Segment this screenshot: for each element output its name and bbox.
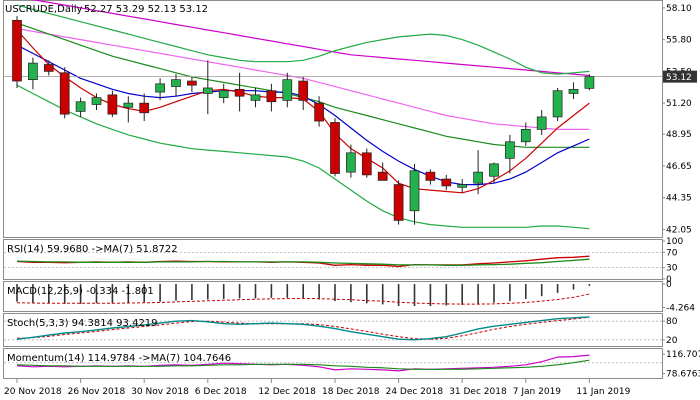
- candle-bear: [139, 102, 150, 114]
- candle-bull: [75, 101, 86, 112]
- candle-bear: [107, 94, 118, 115]
- price-line-boll: [16, 84, 590, 230]
- candle-bull: [536, 116, 547, 130]
- momentum-series-ma_green: [16, 359, 590, 370]
- rsi-panel-frame: [3, 239, 663, 280]
- candle-bull: [552, 90, 563, 118]
- candle-bear: [441, 178, 452, 187]
- price-panel-frame: [3, 0, 663, 238]
- candle-bear: [314, 102, 324, 122]
- candle-bull: [250, 94, 261, 101]
- price-line-ma_magenta: [31, 0, 590, 77]
- candle-bull: [489, 163, 499, 177]
- date-tick-label: 26 Nov 2018: [68, 387, 126, 397]
- date-tick-label: 7 Jan 2019: [513, 387, 561, 397]
- date-tick-label: 6 Dec 2018: [195, 387, 247, 397]
- price-axis-tick-label: 46.65: [666, 162, 692, 172]
- candle-bull: [584, 76, 595, 89]
- candle-bull: [346, 152, 356, 173]
- date-tick-label: 30 Nov 2018: [131, 387, 189, 397]
- stoch-axis-tick-label: 80: [666, 317, 678, 327]
- macd-signal-line: [16, 293, 590, 305]
- candle-bull: [520, 129, 531, 143]
- candle-bull: [155, 83, 165, 93]
- macd-title: MACD(12,26,9) -0.334 -1.801: [7, 286, 154, 297]
- momentum-axis-tick-label: 116.707: [666, 350, 700, 360]
- candle-bull: [568, 88, 579, 94]
- rsi-title: RSI(14) 59.9680 ->MA(7) 51.8722: [7, 244, 178, 255]
- rsi-axis-tick-label: 100: [666, 237, 683, 247]
- candle-bear: [59, 72, 70, 115]
- date-tick-label: 20 Nov 2018: [4, 387, 62, 397]
- date-tick-label: 18 Dec 2018: [322, 387, 380, 397]
- candle-bear: [361, 152, 372, 176]
- candle-bear: [187, 80, 197, 86]
- candle-bull: [457, 184, 468, 188]
- date-axis: 20 Nov 2018 26 Nov 2018 30 Nov 2018 6 Dec 2…: [4, 379, 631, 397]
- date-tick-label: 24 Dec 2018: [386, 387, 444, 397]
- price-axis-tick-label: 42.05: [666, 225, 692, 235]
- last-price-marker: [663, 70, 697, 83]
- candle-bear: [425, 171, 436, 181]
- date-tick-label: 11 Jan 2019: [576, 387, 630, 397]
- macd-panel-frame: [3, 281, 663, 312]
- stoch-panel-frame: [3, 313, 663, 347]
- rsi-axis-tick-label: 0: [666, 275, 672, 285]
- candle-bear: [377, 171, 388, 181]
- candle-bull: [171, 79, 181, 87]
- candle-bear: [12, 19, 22, 82]
- price-axis-tick-label: 44.35: [666, 194, 692, 204]
- rsi-series-ma_green: [16, 258, 590, 266]
- candle-bull: [91, 97, 102, 105]
- price-axis-tick-label: 55.80: [666, 36, 692, 46]
- candle-bear: [330, 122, 340, 174]
- stoch-panel: 80 20: [4, 316, 678, 346]
- candle-bull: [123, 102, 134, 108]
- last-price-label: 53.12: [666, 73, 692, 83]
- candle-bear: [298, 80, 309, 101]
- candle-bear: [234, 88, 245, 97]
- chart-ohlc: 52.27 53.29 52.13 53.12: [84, 4, 208, 15]
- rsi-axis-tick-label: 70: [666, 248, 678, 258]
- price-line-boll: [16, 4, 590, 75]
- price-axis-tick-label: 58.10: [666, 4, 692, 14]
- momentum-axis-tick-label: 78.6763: [666, 370, 700, 380]
- momentum-panel: 116.707 78.6763: [4, 350, 700, 380]
- macd-panel: 0 -4.264: [16, 280, 695, 314]
- momentum-panel-frame: [3, 348, 663, 379]
- candle-bull: [218, 90, 229, 98]
- stoch-axis-tick-label: 20: [666, 336, 678, 346]
- candle-bull: [409, 170, 420, 212]
- macd-axis-tick-label: -4.264: [666, 304, 695, 314]
- price-axis-tick-label: 48.95: [666, 130, 692, 140]
- date-tick-label: 31 Dec 2018: [449, 387, 507, 397]
- candle-bear: [43, 64, 54, 72]
- rsi-axis-tick-label: 30: [666, 264, 678, 274]
- stoch-title: Stoch(5,3,3) 94.3814 93.4219: [7, 318, 158, 329]
- candle-bull: [202, 87, 213, 94]
- macd-axis-tick-label: 0: [666, 280, 672, 290]
- candle-bull: [473, 171, 483, 184]
- price-axis-tick-label: 51.20: [666, 99, 692, 109]
- momentum-title: Momentum(14) 114.9784 ->MA(7) 104.7646: [7, 353, 231, 364]
- price-panel: 58.1055.8053.5051.2048.9546.6544.3542.05…: [4, 0, 697, 235]
- candle-bear: [266, 90, 277, 103]
- candle-bear: [393, 184, 404, 221]
- stoch-k-line: [16, 316, 590, 341]
- candle-bull: [28, 62, 38, 81]
- candle-bull: [282, 79, 293, 101]
- chart-symbol: USCRUDE,Daily: [5, 4, 82, 15]
- candle-bull: [505, 141, 515, 159]
- date-tick-label: 12 Dec 2018: [258, 387, 316, 397]
